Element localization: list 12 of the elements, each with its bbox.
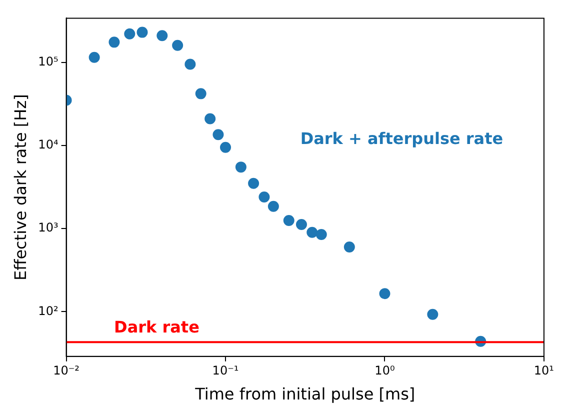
ref-line-label: Dark rate (114, 317, 200, 336)
text: Dark + afterpulse rate (300, 129, 504, 148)
x-tick-label: 10⁻¹ (212, 364, 239, 378)
x-tick-label: 10⁰ (374, 364, 395, 378)
x-tick-label: 10⁻² (53, 364, 80, 378)
y-tick-label: 10⁴ (38, 138, 58, 152)
y-axis-title: Effective dark rate [Hz] (10, 94, 30, 280)
x-axis-title: Time from initial pulse [ms] (194, 384, 416, 404)
x-tick-label: 10¹ (534, 364, 554, 378)
y-tick-label: 10⁵ (38, 54, 58, 68)
y-tick-label: 10³ (38, 220, 58, 235)
y-tick-label: 10² (38, 304, 58, 318)
